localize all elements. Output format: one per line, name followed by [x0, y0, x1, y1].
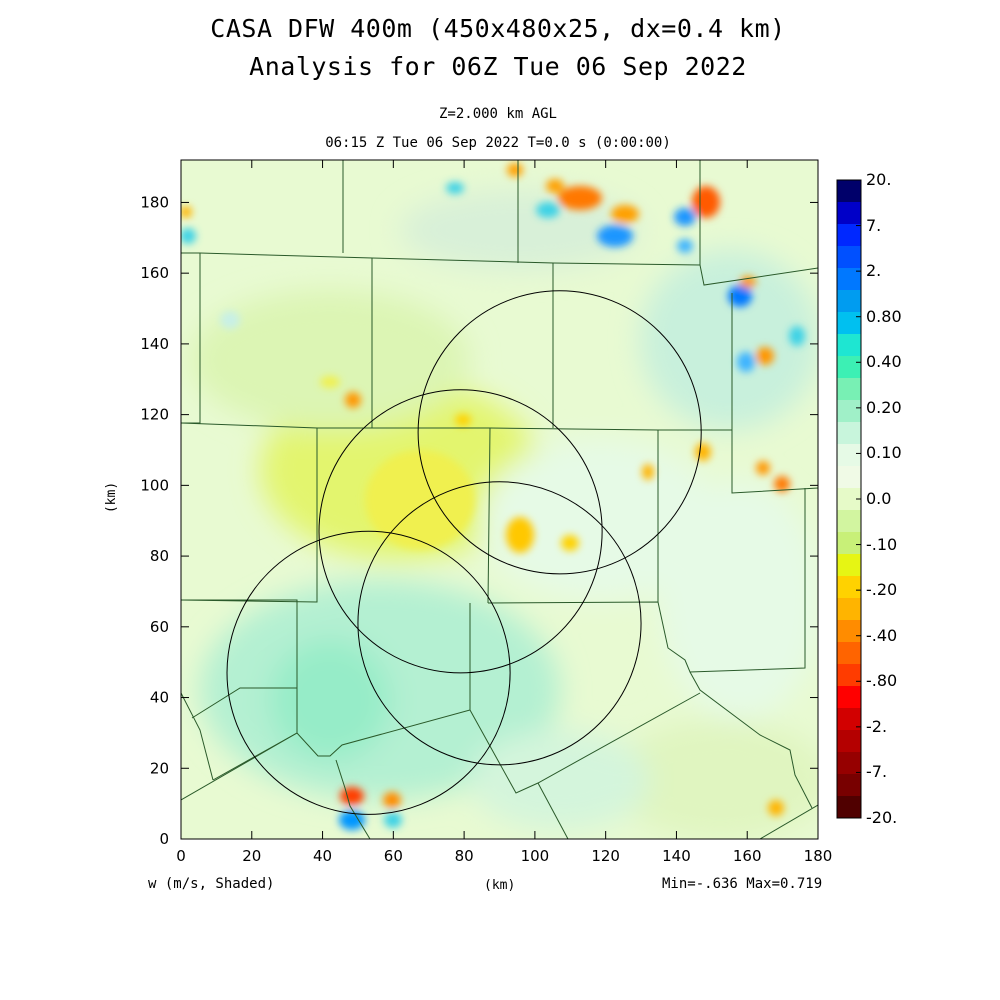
colorbar — [836, 179, 862, 819]
colorbar-segment — [837, 510, 861, 533]
colorbar-label: -.20 — [866, 580, 898, 600]
colorbar-label: -.80 — [866, 671, 898, 691]
variable-label: w (m/s, Shaded) — [148, 876, 275, 892]
colorbar-label: -20. — [866, 808, 898, 827]
colorbar-label: -.10 — [866, 534, 898, 554]
colorbar-segment — [837, 400, 861, 423]
colorbar-segment — [837, 268, 861, 291]
colorbar-segment — [837, 444, 861, 467]
x-tick-label: 0 — [176, 847, 186, 865]
y-tick-label: 180 — [140, 193, 169, 211]
colorbar-label: 0.20 — [866, 397, 902, 417]
y-tick-label: 40 — [150, 689, 169, 707]
colorbar-segment — [837, 730, 861, 753]
colorbar-label: 0.80 — [866, 306, 902, 326]
colorbar-segment — [837, 708, 861, 731]
colorbar-segment — [837, 466, 861, 489]
colorbar-label: 2. — [866, 261, 882, 281]
colorbar-segment — [837, 774, 861, 797]
x-axis-label: (km) — [484, 878, 516, 893]
colorbar-segment — [837, 290, 861, 313]
colorbar-segment — [837, 356, 861, 379]
colorbar-segment — [837, 180, 861, 203]
radar-ring-2 — [318, 389, 603, 674]
min-max-label: Min=-.636 Max=0.719 — [662, 876, 823, 892]
plot-frame — [180, 159, 819, 840]
colorbar-label: -2. — [866, 716, 888, 736]
x-tick-label: 140 — [662, 847, 691, 865]
chart-title-line2: Analysis for 06Z Tue 06 Sep 2022 — [249, 52, 747, 81]
colorbar-segment — [837, 202, 861, 225]
colorbar-label: 20. — [866, 170, 892, 189]
colorbar-segment — [837, 246, 861, 269]
x-tick-label: 40 — [313, 847, 332, 865]
colorbar-segment — [837, 752, 861, 775]
radar-range-rings — [226, 290, 702, 815]
colorbar-segment — [837, 664, 861, 687]
x-tick-label: 80 — [455, 847, 474, 865]
x-tick-label: 20 — [242, 847, 261, 865]
y-tick-label: 20 — [150, 759, 169, 777]
y-axis: 0 20 40 60 80 100 120 140 160 180 — [140, 193, 818, 848]
y-tick-label: 100 — [140, 476, 169, 494]
x-tick-label: 180 — [804, 847, 833, 865]
x-tick-label: 120 — [591, 847, 620, 865]
radar-ring-3 — [357, 481, 642, 766]
county-boundaries — [181, 160, 818, 839]
colorbar-segment — [837, 598, 861, 621]
y-tick-label: 0 — [159, 830, 169, 848]
colorbar-segment — [837, 224, 861, 247]
y-tick-label: 60 — [150, 618, 169, 636]
radar-ring-4 — [226, 530, 511, 815]
colorbar-segment — [837, 334, 861, 357]
colorbar-segment — [837, 642, 861, 665]
colorbar-segment — [837, 378, 861, 401]
x-tick-label: 100 — [521, 847, 550, 865]
small-features — [181, 163, 805, 830]
y-tick-label: 80 — [150, 547, 169, 565]
colorbar-label: -7. — [866, 762, 888, 782]
colorbar-label: 0.0 — [866, 489, 892, 508]
colorbar-segment — [837, 576, 861, 599]
y-tick-label: 140 — [140, 335, 169, 353]
colorbar-label: 0.10 — [866, 443, 902, 463]
colorbar-segment — [837, 554, 861, 577]
level-label: Z=2.000 km AGL — [438, 106, 557, 122]
colorbar-segment — [837, 312, 861, 335]
colorbar-label: 0.40 — [866, 352, 902, 372]
radar-ring-1 — [417, 290, 702, 575]
x-tick-label: 160 — [733, 847, 762, 865]
x-tick-label: 60 — [384, 847, 403, 865]
colorbar-segment — [837, 422, 861, 445]
y-tick-label: 120 — [140, 406, 169, 424]
colorbar-segment — [837, 532, 861, 555]
chart-title-line1: CASA DFW 400m (450x480x25, dx=0.4 km) — [210, 14, 786, 43]
colorbar-segment — [837, 796, 861, 819]
y-tick-label: 160 — [140, 264, 169, 282]
colorbar-segment — [837, 488, 861, 511]
time-label: 06:15 Z Tue 06 Sep 2022 T=0.0 s (0:00:00… — [325, 135, 671, 151]
colorbar-segment — [837, 686, 861, 709]
x-axis: 0 20 40 60 80 100 120 140 160 180 — [176, 160, 832, 865]
colorbar-label: -.40 — [866, 625, 898, 645]
colorbar-segment — [837, 620, 861, 643]
colorbar-label: 7. — [866, 215, 882, 235]
